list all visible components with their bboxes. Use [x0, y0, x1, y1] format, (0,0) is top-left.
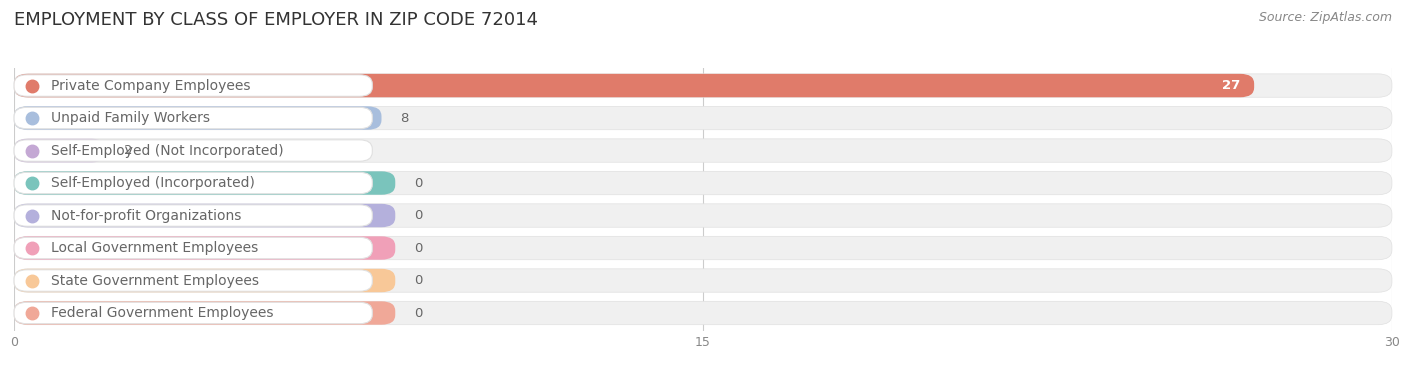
FancyBboxPatch shape [14, 237, 1392, 260]
Text: Self-Employed (Incorporated): Self-Employed (Incorporated) [51, 176, 254, 190]
Text: Federal Government Employees: Federal Government Employees [51, 306, 273, 320]
Text: EMPLOYMENT BY CLASS OF EMPLOYER IN ZIP CODE 72014: EMPLOYMENT BY CLASS OF EMPLOYER IN ZIP C… [14, 11, 538, 29]
FancyBboxPatch shape [14, 270, 373, 291]
Text: 8: 8 [399, 112, 408, 124]
Text: Source: ZipAtlas.com: Source: ZipAtlas.com [1258, 11, 1392, 24]
FancyBboxPatch shape [14, 107, 373, 129]
Text: 27: 27 [1222, 79, 1240, 92]
FancyBboxPatch shape [14, 301, 395, 325]
FancyBboxPatch shape [14, 106, 381, 130]
FancyBboxPatch shape [14, 74, 1392, 97]
FancyBboxPatch shape [14, 237, 395, 260]
FancyBboxPatch shape [14, 74, 1254, 97]
Text: State Government Employees: State Government Employees [51, 273, 259, 288]
FancyBboxPatch shape [14, 172, 373, 194]
FancyBboxPatch shape [14, 75, 373, 96]
FancyBboxPatch shape [14, 139, 105, 162]
FancyBboxPatch shape [14, 237, 373, 259]
Text: 0: 0 [413, 306, 422, 320]
FancyBboxPatch shape [14, 204, 395, 227]
Text: 0: 0 [413, 209, 422, 222]
FancyBboxPatch shape [14, 302, 373, 324]
Text: 0: 0 [413, 241, 422, 255]
FancyBboxPatch shape [14, 171, 395, 195]
FancyBboxPatch shape [14, 171, 1392, 195]
FancyBboxPatch shape [14, 204, 1392, 227]
FancyBboxPatch shape [14, 301, 1392, 325]
Text: Private Company Employees: Private Company Employees [51, 79, 250, 92]
Text: 0: 0 [413, 274, 422, 287]
FancyBboxPatch shape [14, 140, 373, 161]
Text: 2: 2 [124, 144, 132, 157]
FancyBboxPatch shape [14, 269, 395, 292]
Text: Self-Employed (Not Incorporated): Self-Employed (Not Incorporated) [51, 144, 284, 158]
Text: 0: 0 [413, 177, 422, 190]
Text: Unpaid Family Workers: Unpaid Family Workers [51, 111, 209, 125]
FancyBboxPatch shape [14, 205, 373, 226]
Text: Local Government Employees: Local Government Employees [51, 241, 259, 255]
FancyBboxPatch shape [14, 139, 1392, 162]
FancyBboxPatch shape [14, 106, 1392, 130]
Text: Not-for-profit Organizations: Not-for-profit Organizations [51, 209, 242, 223]
FancyBboxPatch shape [14, 269, 1392, 292]
